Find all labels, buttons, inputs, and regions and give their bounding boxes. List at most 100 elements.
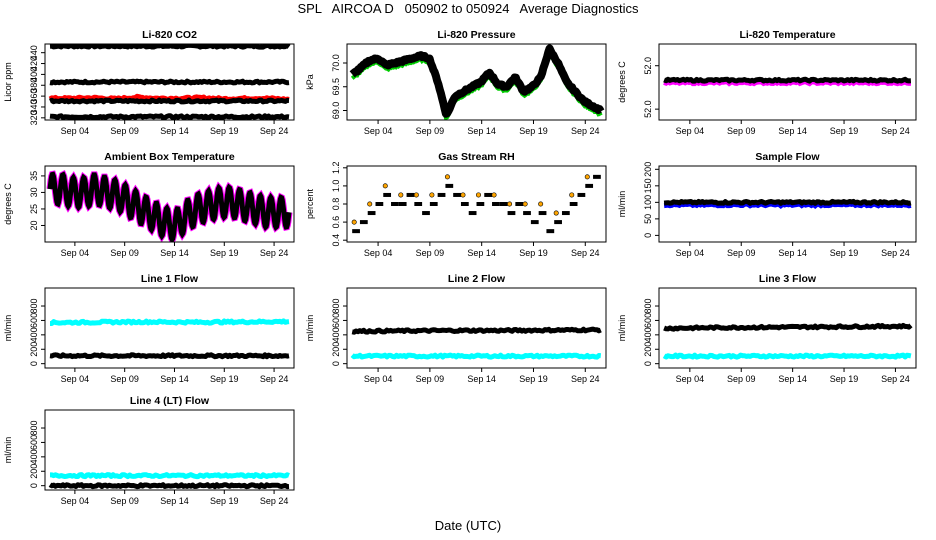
x-tick-label: Sep 14 (160, 374, 189, 384)
y-tick-label: 50 (643, 214, 653, 224)
y-tick-label: 25 (29, 204, 39, 214)
x-tick-label: Sep 14 (160, 496, 189, 506)
x-tick-label: Sep 19 (519, 126, 548, 136)
y-tick-label: 440 (29, 45, 39, 60)
x-tick-label: Sep 09 (110, 126, 139, 136)
rh-point (569, 192, 575, 198)
chart-title: Line 1 Flow (141, 273, 199, 285)
y-axis-label: kPa (305, 74, 315, 90)
x-tick-label: Sep 09 (727, 126, 756, 136)
rh-point (444, 174, 450, 180)
chart-panel-2: Li-820 Pressure kPa 69.0 69.5 70.0 Sep 04 Sep … (305, 29, 607, 136)
series-ambient (47, 171, 292, 242)
y-axis-label: ml/min (305, 315, 315, 342)
x-tick-label: Sep 04 (364, 248, 393, 258)
series-upper (49, 44, 291, 50)
series-group (48, 44, 291, 120)
series-group (46, 170, 293, 242)
y-tick-label: 200 (643, 162, 653, 177)
x-tick-label: Sep 19 (830, 248, 859, 258)
series-line3-black (663, 322, 913, 332)
x-tick-label: Sep 19 (830, 374, 859, 384)
rh-point (553, 210, 559, 216)
rh-point (538, 201, 544, 207)
series-sample (663, 198, 912, 206)
x-tick-label: Sep 04 (61, 248, 90, 258)
chart-title: Li-820 Pressure (437, 29, 515, 41)
rh-point (491, 192, 497, 198)
series-pressure (349, 44, 605, 118)
y-tick-label: 340 (29, 99, 39, 114)
x-tick-label: Sep 09 (416, 248, 445, 258)
y-axis-label: ml/min (3, 315, 13, 342)
y-tick-label: 600 (29, 313, 39, 328)
y-tick-label: 420 (29, 56, 39, 71)
x-tick-label: Sep 24 (260, 248, 289, 258)
x-tick-label: Sep 09 (416, 126, 445, 136)
series-temperature (663, 76, 912, 84)
y-tick-label: 200 (643, 342, 653, 357)
y-axis-label: ml/min (617, 191, 627, 218)
chart-panel-3: Li-820 Temperature degrees C 52.0 52.0 Sep 0… (617, 29, 917, 136)
x-tick-label: Sep 14 (467, 374, 496, 384)
y-axis-label: degrees C (617, 61, 627, 103)
x-tick-label: Sep 19 (830, 126, 859, 136)
series-mid-upper (49, 78, 290, 86)
y-axis-label: percent (305, 188, 315, 219)
x-tick-label: Sep 09 (727, 248, 756, 258)
plot-frame (658, 287, 917, 369)
plot-frame (44, 409, 295, 491)
plot-frame (44, 165, 295, 243)
series-line1-cyan (49, 318, 290, 326)
y-tick-label: 200 (29, 464, 39, 479)
x-tick-label: Sep 09 (727, 374, 756, 384)
rh-point (351, 219, 357, 225)
x-tick-label: Sep 09 (110, 248, 139, 258)
series-group (662, 322, 913, 360)
x-tick-label: Sep 24 (881, 248, 910, 258)
y-tick-label: 0.8 (331, 198, 341, 211)
series-line2-cyan (350, 352, 602, 360)
y-tick-label: 600 (643, 313, 653, 328)
x-tick-label: Sep 04 (61, 374, 90, 384)
series-group (350, 326, 602, 360)
y-tick-label: 35 (29, 171, 39, 181)
plot-frame (346, 287, 607, 369)
y-axis-label: ml/min (3, 437, 13, 464)
chart-title: Ambient Box Temperature (104, 151, 235, 163)
y-tick-label: 69.5 (331, 78, 341, 96)
chart-title: Li-820 Temperature (739, 29, 835, 41)
plot-frame (658, 43, 917, 121)
y-tick-label: 1.0 (331, 180, 341, 193)
rh-point (507, 201, 513, 207)
rh-point (522, 201, 528, 207)
x-tick-label: Sep 19 (210, 374, 239, 384)
rh-point (460, 192, 466, 198)
y-tick-label: 800 (643, 299, 653, 314)
x-axis-title: Date (UTC) (434, 518, 502, 533)
y-tick-label: 0 (331, 361, 341, 366)
plot-frame (44, 287, 295, 369)
x-tick-label: Sep 24 (571, 374, 600, 384)
y-tick-label: 800 (29, 299, 39, 314)
series-line4-cyan (49, 472, 290, 480)
x-tick-label: Sep 19 (210, 248, 239, 258)
y-tick-label: 400 (29, 67, 39, 82)
y-tick-label: 69.0 (331, 102, 341, 120)
x-tick-label: Sep 19 (519, 374, 548, 384)
y-tick-label: 200 (331, 342, 341, 357)
x-tick-label: Sep 14 (467, 126, 496, 136)
rh-point (382, 183, 388, 189)
y-tick-label: 30 (29, 187, 39, 197)
rh-point (429, 192, 435, 198)
plot-frame (346, 43, 607, 121)
y-tick-label: 0 (29, 361, 39, 366)
y-tick-label: 400 (29, 327, 39, 342)
y-tick-label: 400 (29, 449, 39, 464)
x-tick-label: Sep 24 (881, 374, 910, 384)
series-group (663, 198, 912, 209)
